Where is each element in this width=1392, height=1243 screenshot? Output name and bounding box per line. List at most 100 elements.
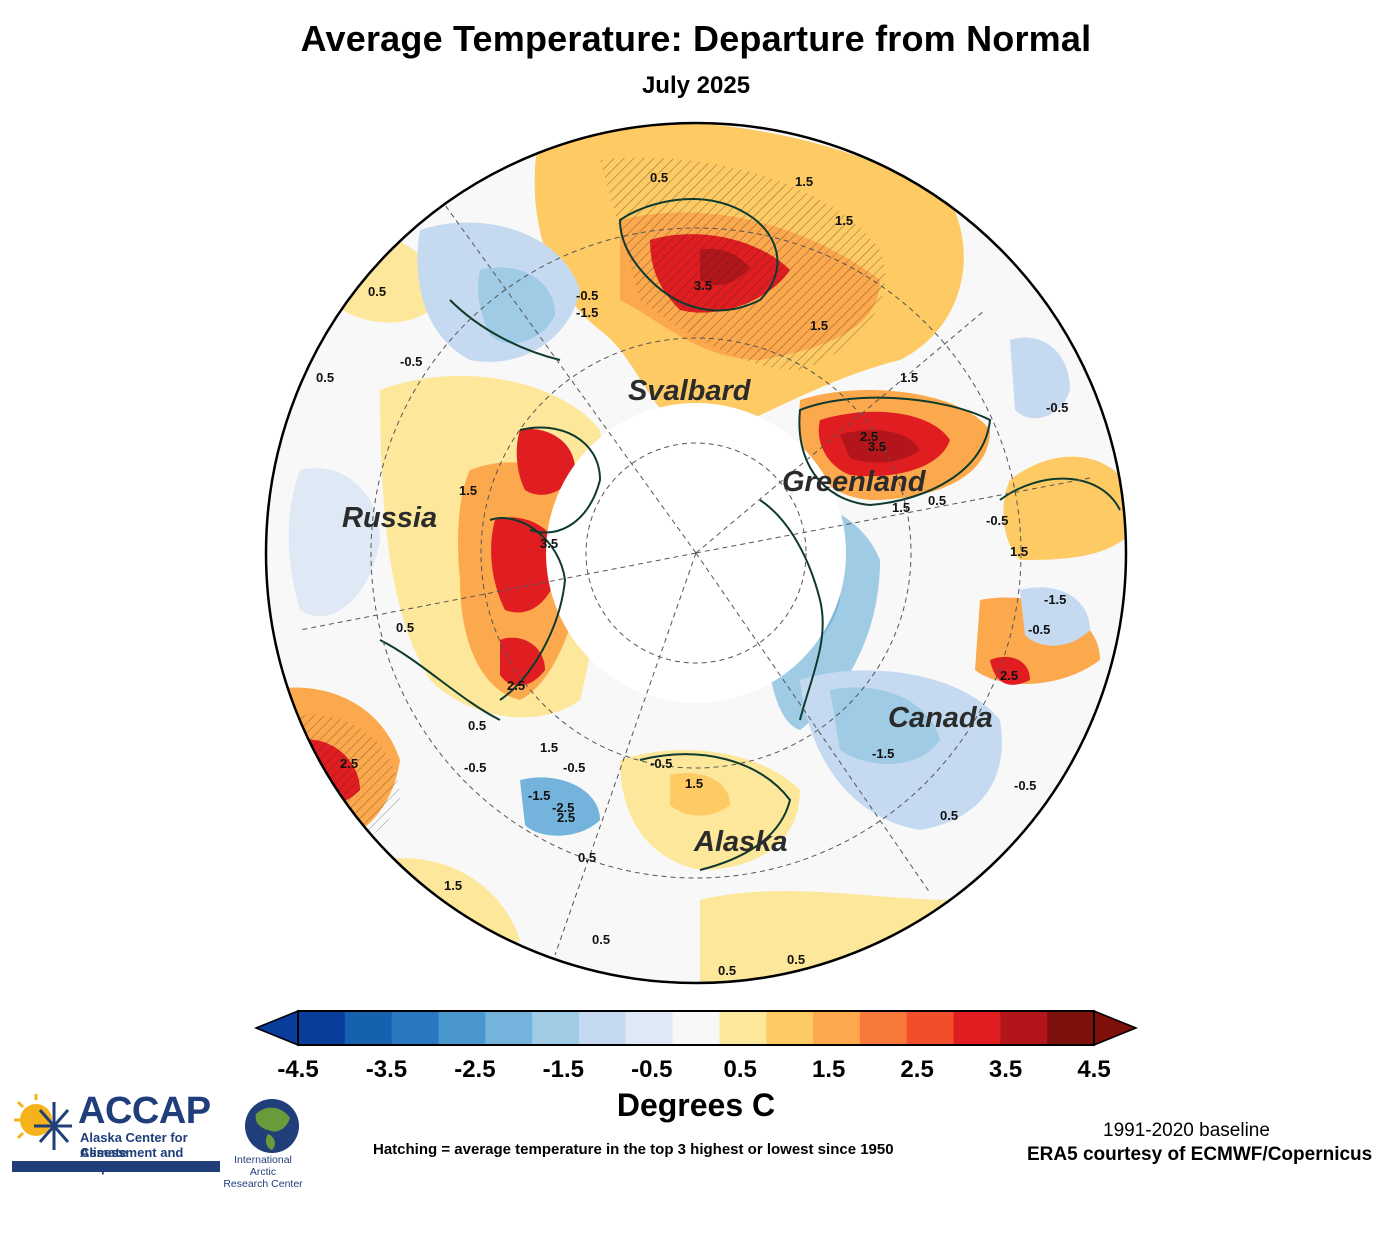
graticule: [299, 204, 1091, 956]
contour-label: 0.5: [650, 170, 668, 185]
region-label-greenland: Greenland: [782, 466, 927, 498]
contour-labels: 0.5 0.5 0.5 0.5 0.5 0.5 0.5 0.5 0.5 0.5 0.5 1.5 1.5 1…: [316, 170, 1068, 978]
contour-label: 1.5: [685, 776, 703, 791]
colorbar-cell: [438, 1011, 486, 1045]
colorbar-cell: [344, 1011, 393, 1045]
contour-label: 1.5: [444, 878, 462, 893]
contour-label: 1.5: [459, 483, 477, 498]
colorbar-tick-label: -2.5: [454, 1056, 496, 1083]
accap-line1: Alaska Center for Climate: [80, 1130, 188, 1160]
colorbar-units: Degrees C: [616, 1087, 776, 1123]
contour-label: 0.5: [940, 808, 958, 823]
contour-label: 2.5: [860, 429, 878, 444]
colorbar-cell: [298, 1011, 346, 1045]
colorbar-tick-label: -3.5: [365, 1056, 408, 1083]
map-subtitle: July 2025: [641, 72, 751, 99]
contour-label: -0.5: [650, 756, 672, 771]
cooler-area-canada: [830, 687, 940, 764]
accap-logo: ACCAP Alaska Center for Climate Assessme…: [10, 1090, 232, 1242]
contour-label: 0.5: [787, 952, 805, 967]
region-label-canada: Canada: [888, 702, 993, 734]
contour-label: -0.5: [464, 760, 486, 775]
contour-label: 1.5: [540, 740, 558, 755]
colorbar-cell: [578, 1011, 627, 1045]
contour-label: 1.5: [835, 213, 853, 228]
iarc-line2: Research Center: [223, 1178, 303, 1190]
accap-tag: A NOAA CAP team: [138, 1233, 206, 1242]
iarc-name: International Arctic Research Center: [220, 1154, 306, 1190]
colorbar-cell: [813, 1011, 861, 1045]
hot-area-siberia: [491, 517, 560, 613]
contour-label: 2.5: [340, 756, 358, 771]
contour-label: 3.5: [540, 536, 558, 551]
iarc-logo: International Arctic Research Center: [220, 1094, 306, 1190]
colorbar-cell: [391, 1011, 439, 1045]
map-border: [264, 121, 1128, 985]
region-label-alaska: Alaska: [693, 826, 788, 858]
colorbar-frame: [297, 1010, 1095, 1046]
contour-label: 0.5: [928, 493, 946, 508]
cooler-area-eastern-europe: [478, 267, 555, 344]
warm-area-pacific: [700, 891, 950, 983]
contour-label: -0.5: [563, 760, 585, 775]
colorbar-cell: [625, 1011, 674, 1045]
contour-label: 1.5: [795, 174, 813, 189]
hatching-europe: [600, 157, 886, 370]
hot-area-east-siberia: [500, 637, 545, 686]
colorbar-over-arrow: [1093, 1009, 1138, 1047]
contour-label: 2.5: [507, 678, 525, 693]
colorbar-cell: [1047, 1011, 1095, 1045]
map-title: Average Temperature: Departure from Norm…: [300, 18, 1092, 59]
contour-label: -2.5: [552, 800, 574, 815]
warm-area-alaska-core: [670, 773, 730, 816]
globe-icon: [245, 1099, 299, 1153]
colorbar-cell: [859, 1011, 908, 1045]
hottest-area-greenland: [840, 430, 920, 463]
contour-label: -0.5: [576, 288, 598, 303]
hatching-note: Hatching = average temperature in the to…: [373, 1141, 894, 1158]
colorbar-cell: [485, 1011, 533, 1045]
contour-label: -1.5: [872, 746, 894, 761]
accap-bar: A NOAA CAP team: [12, 1161, 220, 1242]
contour-label: 0.5: [592, 932, 610, 947]
contour-label: 2.5: [1000, 668, 1018, 683]
colorbar-cell: [953, 1011, 1001, 1045]
colorbar-tick-label: -4.5: [277, 1056, 319, 1083]
region-label-russia: Russia: [342, 502, 437, 534]
baseline-note: 1991-2020 baseline: [1103, 1120, 1270, 1141]
cool-area-west-russia: [288, 468, 380, 617]
contour-label: -0.5: [1014, 778, 1036, 793]
colorbar-tick-label: -0.5: [631, 1056, 673, 1083]
contour-label: 1.5: [892, 500, 910, 515]
colorbar: [254, 1009, 1138, 1047]
contour-label: -1.5: [576, 305, 598, 320]
arctic-ocean-north: [660, 427, 760, 474]
contour-label: 0.5: [578, 850, 596, 865]
contour-label: -0.5: [400, 354, 422, 369]
cool-area-chukotka: [520, 777, 600, 836]
source-note: ERA5 courtesy of ECMWF/Copernicus: [1027, 1144, 1373, 1165]
colorbar-tick-label: 3.5: [988, 1056, 1023, 1083]
contour-label: 0.5: [316, 370, 334, 385]
colorbar-cell: [719, 1011, 767, 1045]
contour-label: -1.5: [528, 788, 550, 803]
colorbar-cell: [1000, 1011, 1048, 1045]
hot-area-quebec: [990, 656, 1030, 685]
region-labels: Svalbard Greenland Russia Canada Alaska: [342, 375, 993, 858]
contour-label: 3.5: [694, 278, 712, 293]
colorbar-cell: [532, 1011, 580, 1045]
iarc-line1: International Arctic: [234, 1154, 292, 1178]
contour-label: 0.5: [718, 963, 736, 978]
contour-label: 1.5: [810, 318, 828, 333]
colorbar-tick-label: 0.5: [723, 1056, 757, 1083]
contour-label: -0.5: [1046, 400, 1068, 415]
colorbar-tick-label: 1.5: [811, 1056, 846, 1083]
contour-label: 1.5: [900, 370, 918, 385]
accap-name: ACCAP: [78, 1090, 211, 1132]
contour-label: 0.5: [368, 284, 386, 299]
cool-area-atlantic: [1010, 337, 1070, 419]
colorbar-tick-label: -1.5: [542, 1056, 585, 1083]
hot-area-taymyr: [516, 429, 575, 495]
colorbar-cell: [906, 1011, 955, 1045]
contour-label: -1.5: [1044, 592, 1066, 607]
